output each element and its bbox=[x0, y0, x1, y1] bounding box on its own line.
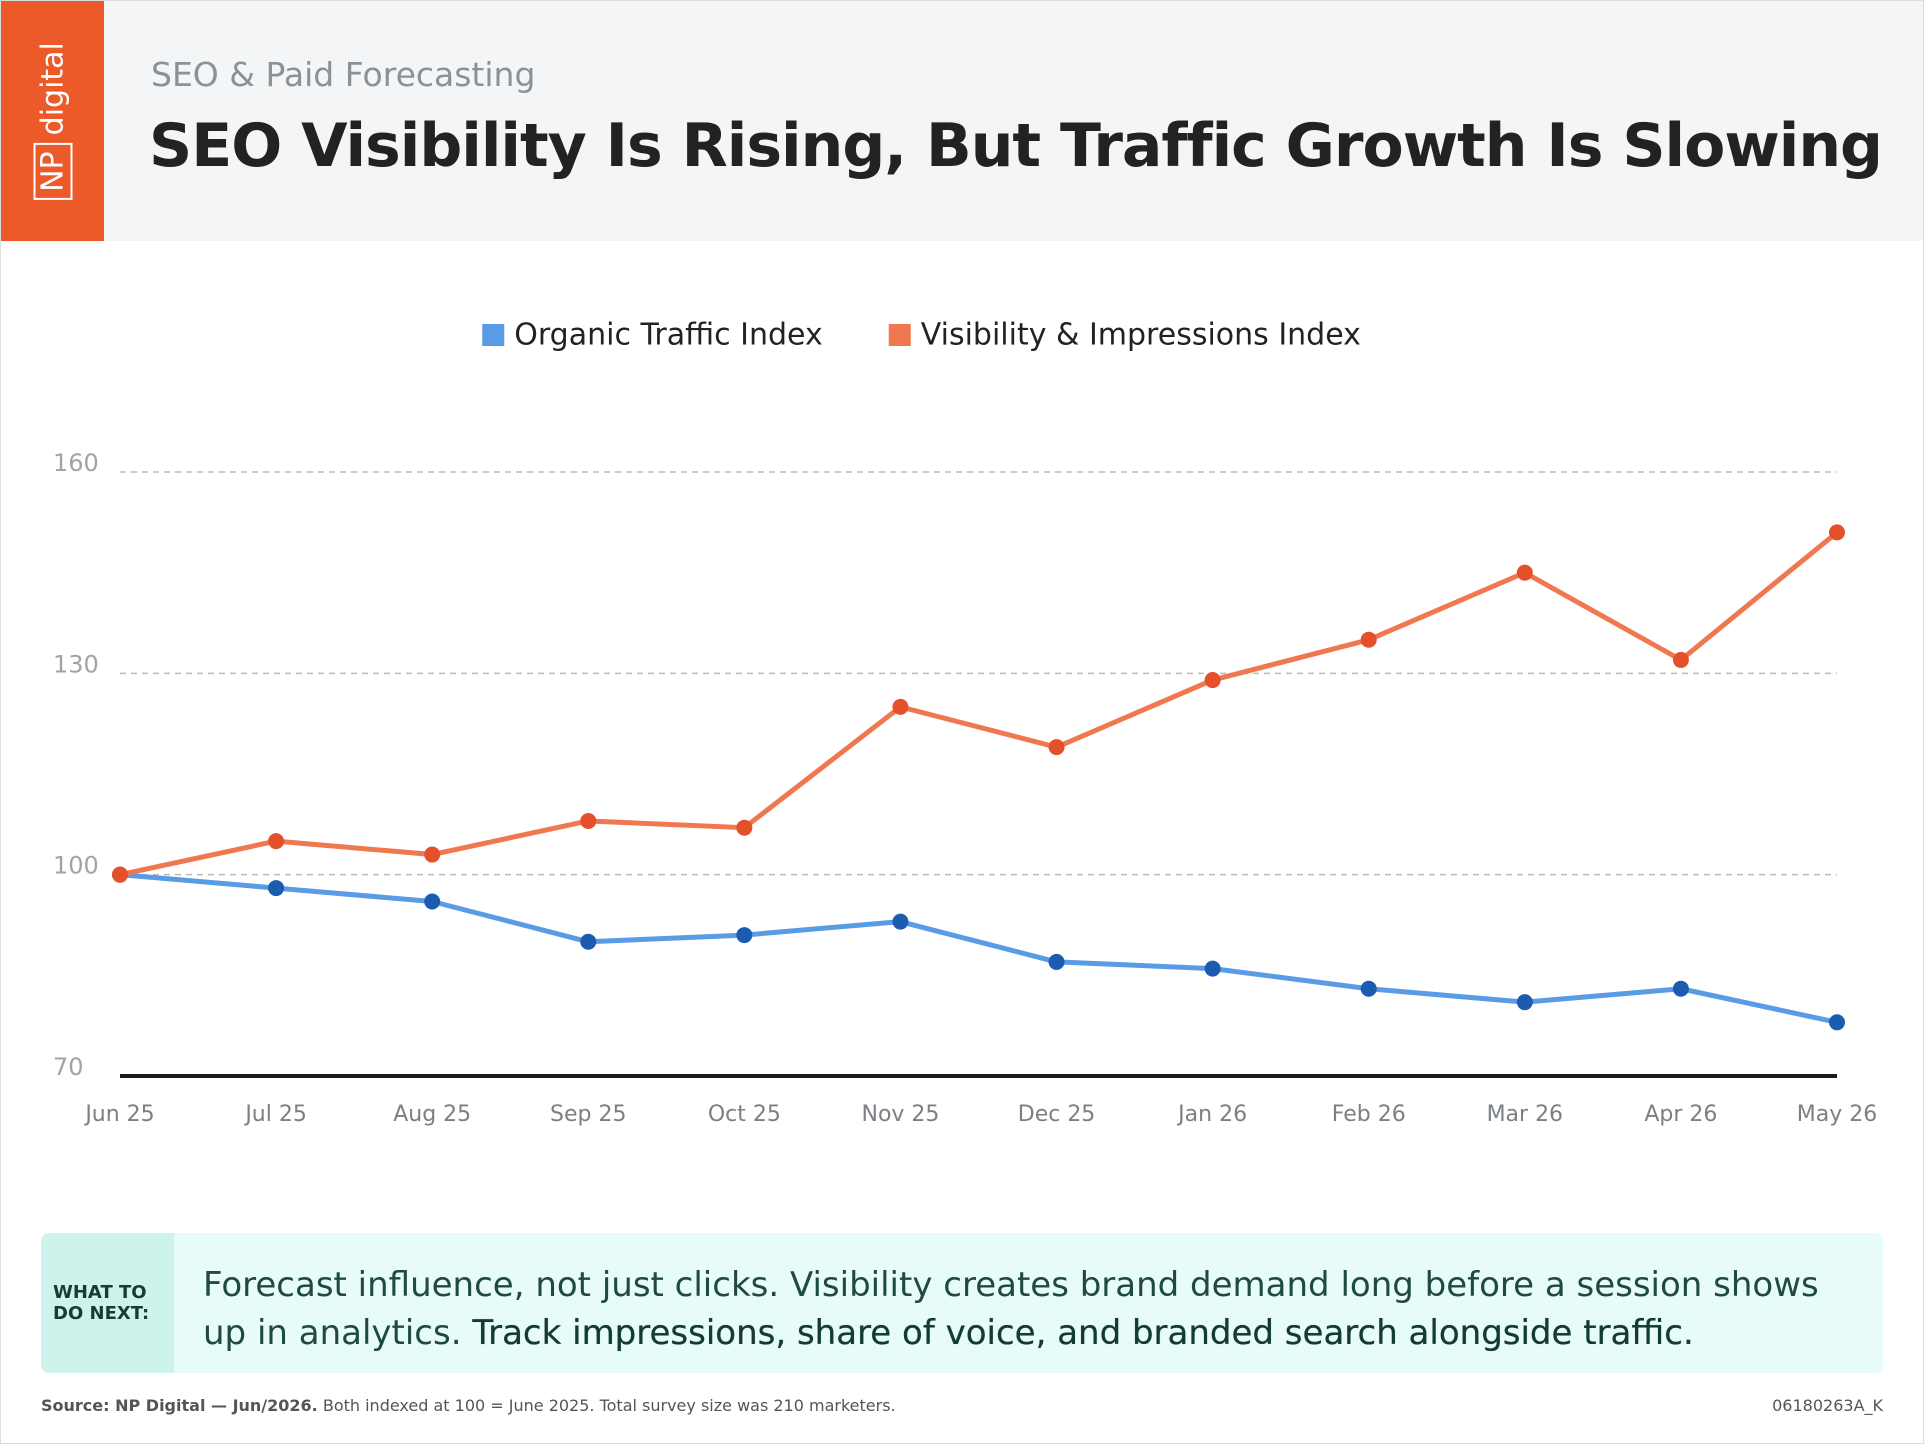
point bbox=[580, 933, 597, 950]
point bbox=[1829, 524, 1845, 541]
point bbox=[268, 880, 285, 897]
y-tick-label: 160 bbox=[53, 449, 99, 477]
y-tick-label: 70 bbox=[53, 1053, 84, 1081]
footer-note: Both indexed at 100 = June 2025. Total s… bbox=[322, 1396, 896, 1415]
subtitle: SEO & Paid Forecasting bbox=[151, 55, 536, 94]
footer: Source: NP Digital — Jun/2026. Both inde… bbox=[41, 1396, 896, 1415]
point bbox=[736, 819, 753, 836]
legend-swatch bbox=[482, 324, 505, 346]
point bbox=[1672, 651, 1689, 668]
title: SEO Visibility Is Rising, But Traffic Gr… bbox=[149, 111, 1883, 181]
x-tick-label: Feb 26 bbox=[1332, 1102, 1406, 1127]
callout-highlight: Track impressions, share of voice, and b… bbox=[472, 1313, 1694, 1353]
logo-np: NP bbox=[33, 143, 73, 200]
point bbox=[1204, 672, 1221, 689]
point bbox=[1516, 564, 1533, 581]
y-tick-label: 100 bbox=[53, 852, 99, 880]
x-tick-label: Apr 26 bbox=[1644, 1102, 1717, 1127]
source: Source: NP Digital — Jun/2026. bbox=[41, 1396, 318, 1415]
series-line bbox=[119, 530, 1839, 878]
callout-body: Forecast influence, not just clicks. Vis… bbox=[203, 1265, 1819, 1353]
point bbox=[1829, 1014, 1845, 1031]
series-line bbox=[119, 872, 1838, 1025]
x-tick-label: May 26 bbox=[1797, 1102, 1877, 1127]
point bbox=[1048, 953, 1065, 970]
chart: 70 100 130 160 Jun 25 Jul 25 Aug 25 Sep 25 Oct 2… bbox=[53, 318, 1877, 1128]
point bbox=[112, 866, 128, 883]
x-tick-label: Nov 25 bbox=[861, 1102, 939, 1127]
point bbox=[424, 893, 441, 910]
header: NP digital SEO & Paid Forecasting SEO Vis… bbox=[1, 1, 1923, 241]
point bbox=[1204, 960, 1221, 977]
x-tick-label: Dec 25 bbox=[1018, 1102, 1096, 1127]
legend-swatch bbox=[888, 324, 911, 346]
point bbox=[1360, 631, 1377, 648]
x-tick-label: Oct 25 bbox=[708, 1102, 781, 1127]
point bbox=[736, 927, 753, 944]
y-tick-label: 130 bbox=[53, 650, 99, 678]
callout-text: Forecast influence, not just clicks. Vis… bbox=[203, 1261, 1843, 1357]
logo-digital: digital bbox=[35, 42, 71, 136]
point bbox=[1360, 980, 1377, 997]
x-tick-label: Jul 25 bbox=[243, 1102, 307, 1127]
legend-label: Visibility & Impressions Index bbox=[921, 318, 1361, 353]
point bbox=[1516, 994, 1533, 1011]
logo: NP digital bbox=[1, 1, 104, 241]
point bbox=[892, 698, 909, 715]
callout-label: WHAT TO DO NEXT: bbox=[41, 1233, 174, 1373]
point bbox=[892, 913, 909, 930]
point bbox=[424, 846, 441, 863]
callout: WHAT TO DO NEXT: Forecast influence, not… bbox=[41, 1233, 1883, 1373]
footer-code: 06180263A_K bbox=[1772, 1396, 1883, 1415]
point bbox=[1672, 980, 1689, 997]
x-tick-label: Aug 25 bbox=[393, 1102, 471, 1127]
x-tick-label: Mar 26 bbox=[1487, 1102, 1564, 1127]
x-tick-label: Jun 25 bbox=[83, 1102, 154, 1127]
point bbox=[1048, 739, 1065, 756]
point bbox=[580, 812, 597, 829]
x-tick-label: Sep 25 bbox=[550, 1102, 626, 1127]
x-tick-label: Jan 26 bbox=[1176, 1102, 1247, 1127]
legend-label: Organic Traffic Index bbox=[514, 318, 822, 353]
point bbox=[268, 833, 285, 850]
